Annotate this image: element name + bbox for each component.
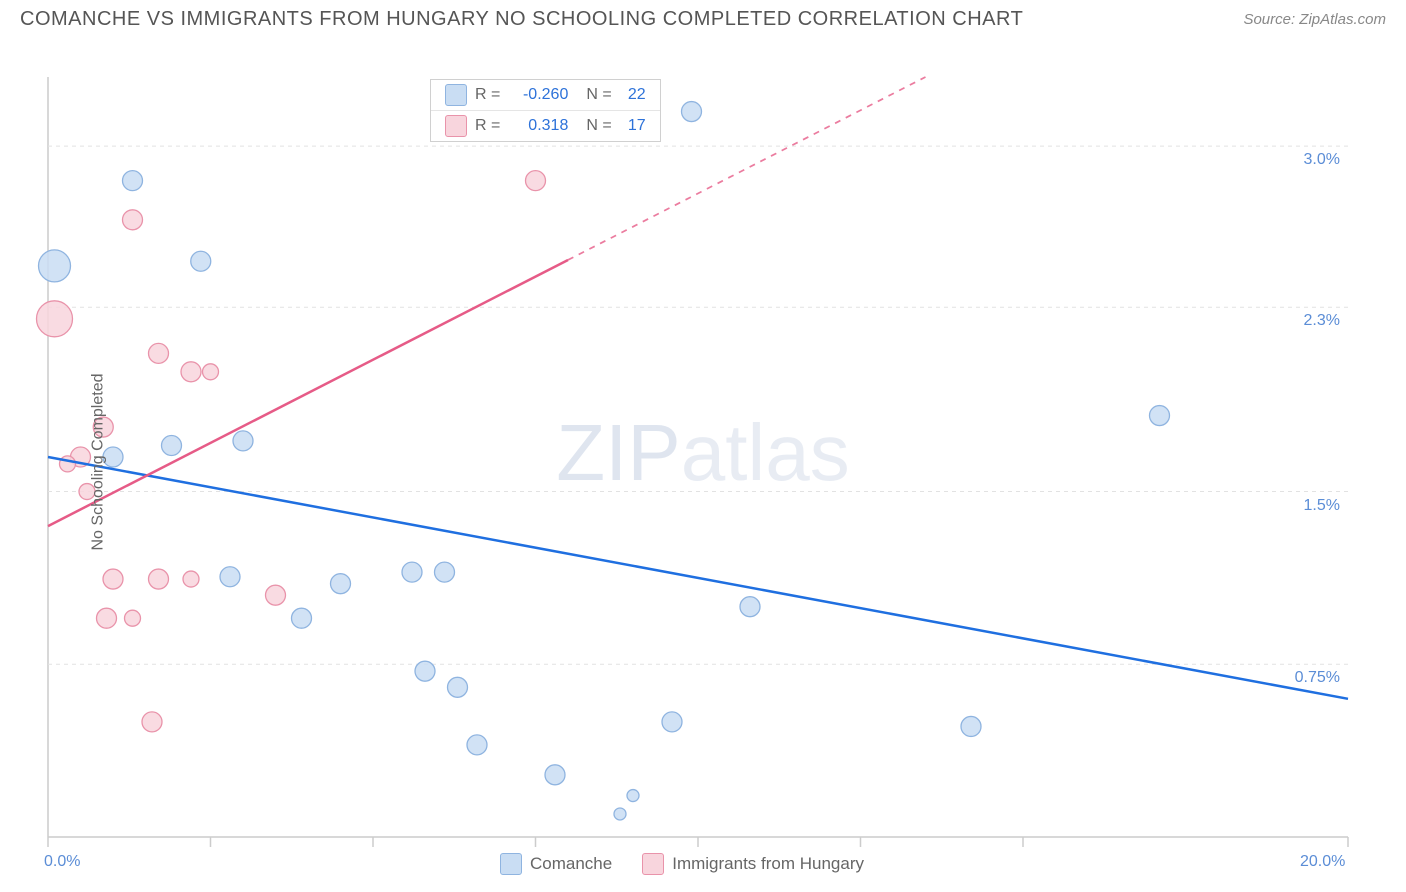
x-axis-max-label: 20.0% (1300, 853, 1345, 871)
chart-header: COMANCHE VS IMMIGRANTS FROM HUNGARY NO S… (0, 0, 1406, 37)
stat-r-value: 0.318 (508, 117, 568, 135)
stat-n-label: N = (586, 117, 611, 135)
chart-source: Source: ZipAtlas.com (1243, 11, 1386, 28)
scatter-chart (0, 37, 1406, 887)
y-tick-label: 3.0% (1304, 151, 1340, 169)
legend-label: Immigrants from Hungary (672, 854, 864, 874)
stat-r-label: R = (475, 117, 500, 135)
y-tick-label: 0.75% (1295, 669, 1340, 687)
legend-swatch (500, 853, 522, 875)
stats-legend-row: R = 0.318 N = 17 (431, 111, 660, 141)
legend-swatch (642, 853, 664, 875)
y-axis-label: No Schooling Completed (90, 374, 108, 551)
legend-item: Immigrants from Hungary (642, 853, 864, 875)
legend-item: Comanche (500, 853, 612, 875)
x-axis-min-label: 0.0% (44, 853, 80, 871)
stat-n-value: 17 (620, 117, 646, 135)
series-legend: Comanche Immigrants from Hungary (500, 853, 864, 875)
legend-swatch (445, 115, 467, 137)
legend-swatch (445, 84, 467, 106)
chart-container: ZIPatlas No Schooling Completed R =-0.26… (0, 37, 1406, 887)
legend-label: Comanche (530, 854, 612, 874)
stats-legend: R = -0.260 N = 22 R = 0.318 N = 17 (430, 79, 661, 142)
stat-n-label: N = (586, 86, 611, 104)
y-tick-label: 1.5% (1304, 497, 1340, 515)
stat-r-label: R = (475, 86, 500, 104)
y-tick-label: 2.3% (1304, 312, 1340, 330)
stat-r-value: -0.260 (508, 86, 568, 104)
stats-legend-row: R = -0.260 N = 22 (431, 80, 660, 111)
stat-n-value: 22 (620, 86, 646, 104)
chart-title: COMANCHE VS IMMIGRANTS FROM HUNGARY NO S… (20, 8, 1023, 31)
